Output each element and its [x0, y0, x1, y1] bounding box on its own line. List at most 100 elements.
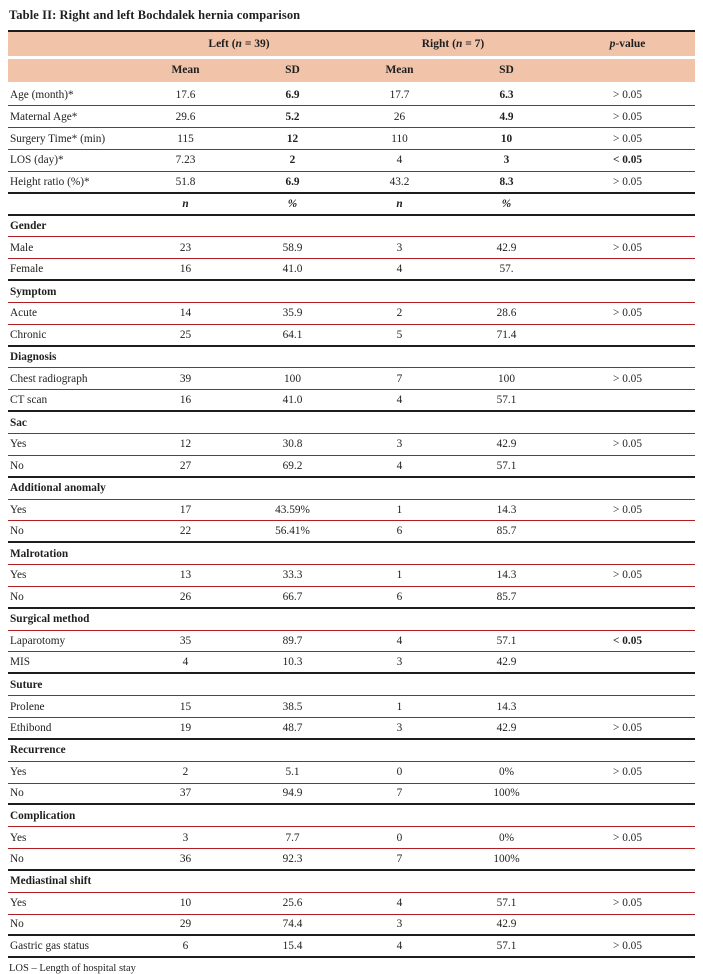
- cell-value: 16: [179, 263, 192, 276]
- section-row: Suture: [8, 674, 695, 697]
- cell-value: 6.9: [285, 175, 300, 188]
- section-label: Sac: [10, 416, 27, 429]
- cell-value: 6: [396, 525, 403, 538]
- cell-value: 66.7: [282, 590, 303, 603]
- table-header-stats: Mean SD Mean SD: [8, 58, 695, 82]
- section-label: Symptom: [10, 285, 57, 298]
- table-row: No 27 69.2 4 57.1: [8, 456, 695, 478]
- section-label: Surgical method: [10, 613, 90, 626]
- section-row: Complication: [8, 805, 695, 828]
- cell-value: 3: [396, 656, 403, 669]
- p-value-cell: > 0.05: [613, 307, 642, 320]
- section-row: Mediastinal shift: [8, 871, 695, 893]
- cell-value: 4: [396, 635, 403, 648]
- section-row: Sac: [8, 412, 695, 434]
- row-label: Gastric gas status: [10, 940, 90, 953]
- table-title: Table II: Right and left Bochdalek herni…: [9, 8, 301, 22]
- table-row: Acute 14 35.9 2 28.6 > 0.05: [8, 303, 695, 325]
- row-label: Male: [10, 241, 34, 254]
- cell-value: 57.1: [496, 897, 517, 910]
- cell-value: 1: [396, 503, 403, 516]
- p-value-cell: < 0.05: [612, 154, 643, 167]
- cell-value: 5: [396, 328, 403, 341]
- table-row: Chest radiograph 39 100 7 100 > 0.05: [8, 368, 695, 391]
- cell-value: 41.0: [282, 263, 303, 276]
- table-row: Maternal Age* 29.6 5.2 26 4.9 > 0.05: [8, 106, 695, 129]
- cell-value: 10: [179, 897, 192, 910]
- section-row: Recurrence: [8, 740, 695, 762]
- cell-value: 14.3: [496, 700, 517, 713]
- cell-value: 10.3: [282, 656, 303, 669]
- cell-value: 3: [396, 918, 403, 931]
- row-label: Yes: [10, 897, 27, 910]
- section-label: Mediastinal shift: [10, 875, 92, 888]
- table-row: No 26 66.7 6 85.7: [8, 587, 695, 609]
- table-row: Prolene 15 38.5 1 14.3: [8, 696, 695, 718]
- cell-value: 42.9: [496, 721, 517, 734]
- cell-value: 100: [284, 372, 301, 385]
- cell-value: 17.7: [389, 88, 410, 101]
- cell-value: 0%: [498, 831, 515, 844]
- section-label: Recurrence: [10, 744, 66, 757]
- table-row: Yes 17 43.59% 1 14.3 > 0.05: [8, 500, 695, 522]
- cell-value: 57.1: [496, 394, 517, 407]
- cell-value: 4: [396, 263, 403, 276]
- cell-value: 10: [500, 132, 513, 145]
- cell-value: 42.9: [496, 918, 517, 931]
- table-row: Yes 3 7.7 0 0% > 0.05: [8, 827, 695, 850]
- left-group-header: Left (n = 39): [208, 38, 270, 50]
- table-row: Yes 2 5.1 0 0% > 0.05: [8, 762, 695, 784]
- p-value-cell: > 0.05: [613, 503, 642, 516]
- cell-value: 48.7: [282, 721, 303, 734]
- cell-value: %: [287, 197, 298, 210]
- table-footnote: LOS – Length of hospital stay: [9, 963, 136, 974]
- section-label: Suture: [10, 678, 43, 691]
- cell-value: 3: [182, 831, 189, 844]
- p-value-cell: > 0.05: [613, 438, 642, 451]
- left-mean-header: Mean: [171, 64, 200, 76]
- left-sd-header: SD: [285, 64, 300, 76]
- cell-value: 3: [503, 154, 510, 167]
- cell-value: 15: [179, 700, 192, 713]
- cell-value: 41.0: [282, 394, 303, 407]
- cell-value: 3: [396, 438, 403, 451]
- cell-value: 37: [179, 787, 192, 800]
- table-row: Yes 13 33.3 1 14.3 > 0.05: [8, 565, 695, 587]
- table-row: Female 16 41.0 4 57.: [8, 259, 695, 282]
- cell-value: 42.9: [496, 656, 517, 669]
- cell-value: 26: [393, 110, 406, 123]
- cell-value: 33.3: [282, 569, 303, 582]
- row-label: Age (month)*: [10, 88, 74, 101]
- cell-value: 42.9: [496, 241, 517, 254]
- cell-value: 4: [182, 656, 189, 669]
- table-row: No 29 74.4 3 42.9: [8, 915, 695, 937]
- table-row: Yes 12 30.8 3 42.9 > 0.05: [8, 434, 695, 456]
- table-row: Height ratio (%)* 51.8 6.9 43.2 8.3 > 0.05: [8, 172, 695, 194]
- table-body: Age (month)* 17.6 6.9 17.7 6.3 > 0.05 Maternal…: [8, 85, 695, 959]
- cell-value: 12: [179, 438, 192, 451]
- table-row: CT scan 16 41.0 4 57.1: [8, 390, 695, 413]
- cell-value: 27: [179, 459, 192, 472]
- cell-value: 25.6: [282, 897, 303, 910]
- cell-value: 7.23: [175, 154, 196, 167]
- cell-value: 89.7: [282, 635, 303, 648]
- cell-value: 0: [396, 831, 403, 844]
- cell-value: 39: [179, 372, 192, 385]
- section-row: Malrotation: [8, 543, 695, 566]
- cell-value: 15.4: [282, 940, 303, 953]
- row-label: No: [10, 918, 24, 931]
- row-label: MIS: [10, 656, 31, 669]
- row-label: Yes: [10, 438, 27, 451]
- cell-value: 43.2: [389, 175, 410, 188]
- cell-value: 0: [396, 766, 403, 779]
- p-value-cell: > 0.05: [613, 88, 642, 101]
- section-label: Malrotation: [10, 547, 69, 560]
- cell-value: 92.3: [282, 852, 303, 865]
- section-label: Gender: [10, 219, 47, 232]
- table-row: Male 23 58.9 3 42.9 > 0.05: [8, 237, 695, 260]
- table-row: Age (month)* 17.6 6.9 17.7 6.3 > 0.05: [8, 85, 695, 107]
- table-row: Yes 10 25.6 4 57.1 > 0.05: [8, 893, 695, 915]
- section-row: Additional anomaly: [8, 478, 695, 500]
- cell-value: 3: [396, 721, 403, 734]
- right-sd-header: SD: [499, 64, 514, 76]
